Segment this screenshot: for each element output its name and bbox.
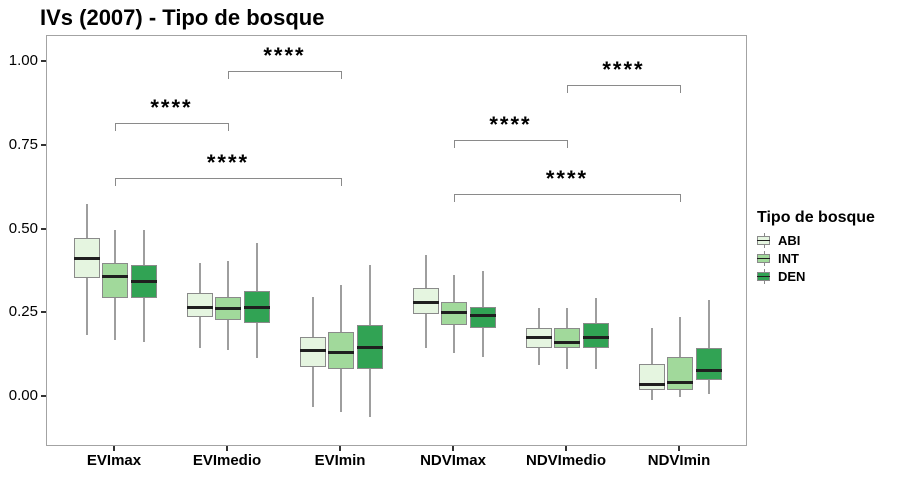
median-DEN-EVImin [356,345,383,349]
significance-bracket-tip [454,140,455,149]
median-ABI-EVImedio [186,305,213,309]
median-DEN-NDVImedio [582,335,609,339]
median-INT-NDVImedio [554,340,580,344]
median-ABI-EVImax [73,256,100,260]
significance-stars: **** [150,94,193,120]
y-tick-mark [41,311,46,314]
boxplot-key-icon [757,233,772,248]
significance-bracket [228,71,341,73]
box-INT-NDVImedio [554,328,580,349]
chart-title: IVs (2007) - Tipo de bosque [40,5,325,30]
box-DEN-NDVImin [695,348,722,381]
median-DEN-EVImax [130,280,157,284]
key-median [757,276,770,277]
significance-bracket-tip [454,193,455,202]
y-tick-label: 0.00 [8,387,38,404]
box-ABI-EVImedio [186,293,213,317]
y-tick-label: 0.50 [8,219,38,237]
x-axis-label: NDVImax [420,452,486,469]
significance-stars: **** [263,43,306,69]
x-axis-label: EVImax [86,452,142,469]
median-DEN-NDVImax [469,313,496,317]
median-ABI-EVImin [299,349,326,353]
legend-item-int: INT [757,251,875,266]
significance-bracket [115,122,228,124]
significance-bracket-tip [115,177,116,186]
whisker-INT-NDVImin [679,316,681,397]
y-tick-label: 0.75 [8,135,38,153]
median-INT-EVImax [102,275,128,279]
box-INT-NDVImin [667,356,693,391]
significance-bracket-tip [567,140,568,149]
significance-bracket-tip [228,71,229,80]
legend-items: ABI INT DEN [757,233,875,284]
x-axis-label: NDVImin [647,452,711,469]
box-DEN-NDVImax [469,306,496,329]
legend: Tipo de bosque ABI INT DEN [757,209,875,287]
x-tick-mark [678,446,680,451]
significance-bracket-tip [341,177,342,186]
boxplot-key-icon [757,251,772,266]
median-DEN-NDVImin [695,369,722,373]
y-tick-label: 1.00 [8,52,38,69]
median-ABI-NDVImedio [525,335,552,339]
boxplot-key-icon [757,269,772,284]
key-whisker-bottom [764,263,765,266]
legend-label: INT [778,251,799,266]
x-tick-mark [565,446,567,451]
median-INT-EVImedio [215,307,241,311]
significance-stars: **** [545,165,589,191]
key-whisker-bottom [764,245,765,248]
y-tick-mark [41,143,46,146]
x-tick-mark [113,446,115,451]
significance-stars: **** [206,149,250,175]
legend-item-abi: ABI [757,233,875,248]
key-median [757,258,770,259]
significance-bracket [115,177,341,179]
significance-bracket-tip [680,193,681,202]
median-DEN-EVImedio [243,305,270,309]
significance-bracket-tip [115,122,116,131]
legend-label: DEN [778,269,806,284]
x-axis-label: EVImin [314,452,366,469]
legend-label: ABI [778,233,801,248]
significance-bracket [454,140,567,142]
significance-bracket-tip [228,122,229,131]
median-INT-NDVImax [441,310,467,314]
x-tick-mark [452,446,454,451]
key-whisker-top [764,233,765,236]
legend-title: Tipo de bosque [757,209,875,226]
key-whisker-bottom [764,281,765,284]
whisker-DEN-NDVImin [707,299,710,394]
significance-stars: **** [489,112,532,138]
median-ABI-NDVImin [638,382,665,386]
significance-bracket-tip [341,71,342,80]
significance-bracket-tip [567,85,568,94]
median-INT-NDVImin [667,380,693,384]
box-INT-EVImin [328,331,354,369]
y-tick-mark [41,60,46,62]
x-axis-label: NDVImedio [525,452,606,469]
significance-bracket-tip [680,85,681,94]
median-INT-EVImin [328,350,354,354]
significance-stars: **** [602,57,645,83]
y-tick-mark [41,395,46,397]
x-axis-label: EVImedio [192,452,262,469]
y-tick-mark [41,227,46,230]
legend-item-den: DEN [757,269,875,284]
significance-bracket [567,85,680,87]
x-tick-mark [226,446,228,451]
key-whisker-top [764,251,765,254]
plot-panel: **** **** **** **** **** **** [46,35,747,446]
significance-bracket [454,193,680,195]
key-whisker-top [764,269,765,272]
box-INT-EVImax [102,263,128,299]
median-ABI-NDVImax [412,300,439,304]
key-median [757,240,770,241]
x-tick-mark [339,446,341,451]
y-tick-label: 0.25 [8,303,38,321]
box-ABI-NDVImin [638,363,665,391]
